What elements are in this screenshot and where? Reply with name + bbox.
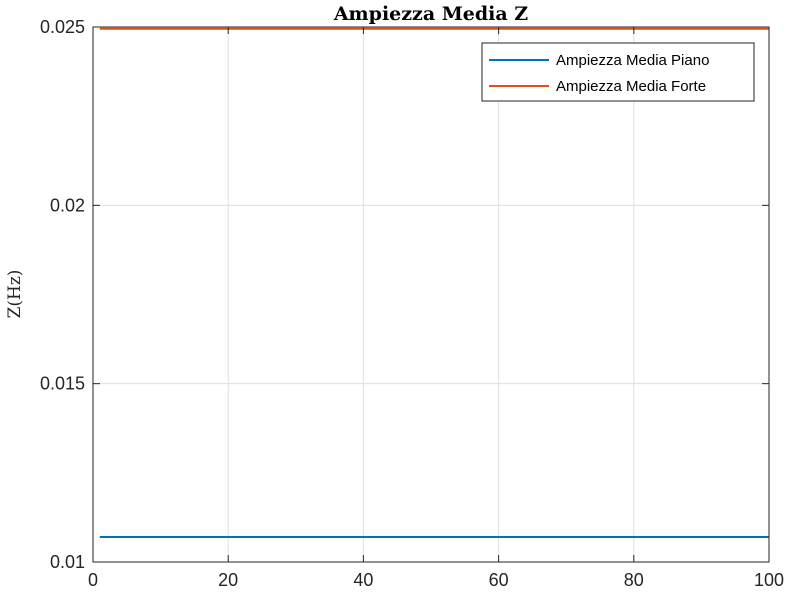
chart-title: Ampiezza Media Z [333,3,528,25]
x-tick-label: 40 [353,570,373,590]
legend-box [481,42,755,102]
y-tick-label: 0.025 [40,17,85,37]
y-axis-label: Z(Hz) [5,270,25,319]
y-tick-label: 0.02 [50,195,85,215]
plot-area [93,27,769,562]
axes-box [92,26,770,563]
series-lines [99,27,769,539]
y-tick-label: 0.01 [50,552,85,572]
y-tick-label: 0.015 [40,374,85,394]
x-tick-label: 100 [754,570,784,590]
x-tick-label: 20 [218,570,238,590]
legend: Ampiezza Media Piano Ampiezza Media Forte [481,42,755,102]
x-tick-label: 80 [624,570,644,590]
legend-label-2: Ampiezza Media Forte [556,78,706,95]
tick-marks [92,26,770,563]
x-tick-labels: 0 20 40 60 80 100 [88,570,784,590]
legend-label-1: Ampiezza Media Piano [556,52,709,69]
x-tick-label: 60 [489,570,509,590]
x-tick-label: 0 [88,570,98,590]
y-tick-labels: 0.01 0.015 0.02 0.025 [40,17,85,572]
